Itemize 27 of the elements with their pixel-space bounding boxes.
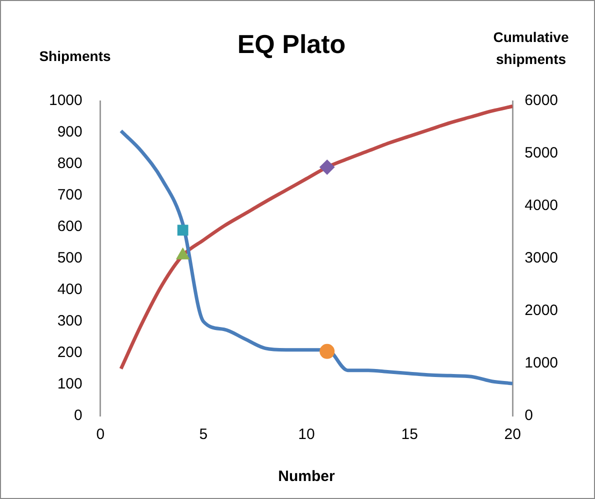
y2-tick-label: 5000 — [524, 144, 558, 162]
y-tick-label: 200 — [57, 344, 82, 362]
x-tick-label: 0 — [96, 426, 105, 444]
y-tick-label: 0 — [74, 407, 82, 424]
y-tick-label: 400 — [57, 281, 82, 298]
y-tick-label: 1000 — [48, 92, 82, 110]
y-tick-label: 900 — [57, 124, 82, 141]
y2-tick-label: 4000 — [524, 197, 558, 214]
x-tick-label: 5 — [199, 426, 208, 444]
x-tick-label: 15 — [401, 426, 418, 444]
y-tick-label: 500 — [57, 250, 82, 267]
y2-tick-label: 2000 — [524, 302, 558, 320]
y2-tick-label: 0 — [524, 407, 533, 424]
y-tick-label: 600 — [57, 218, 82, 236]
y-tick-label: 100 — [57, 376, 82, 393]
y2-tick-label: 6000 — [524, 92, 558, 110]
chart-title: EQ Plato — [237, 29, 346, 60]
x-tick-label: 20 — [504, 426, 521, 444]
x-tick-label: 10 — [298, 426, 315, 444]
y-axis-title: Shipments — [39, 48, 111, 64]
y2-axis-title: Cumulative shipments — [493, 28, 569, 67]
y-tick-label: 700 — [57, 186, 82, 204]
y2-tick-label: 3000 — [524, 250, 558, 267]
x-axis-title: Number — [278, 468, 335, 486]
y2-tick-label: 1000 — [524, 354, 558, 372]
y-tick-label: 800 — [57, 155, 82, 172]
y-tick-label: 300 — [57, 312, 82, 330]
